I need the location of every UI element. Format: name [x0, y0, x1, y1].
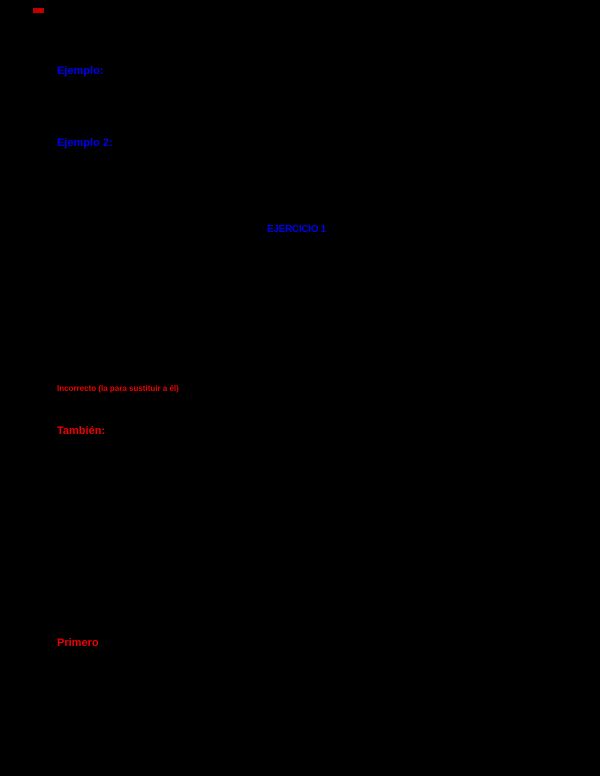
red-pen-mark: [33, 8, 44, 13]
tambien-label: También:: [57, 425, 106, 437]
exercise-heading: EJERCICIO 1: [267, 224, 326, 235]
incorrect-annotation: Incorrecto (la para sustituir a él): [57, 384, 179, 393]
example-label-2: Ejemplo 2:: [57, 137, 113, 149]
primero-label: Primero: [57, 637, 99, 649]
example-label-1: Ejemplo:: [57, 65, 104, 77]
